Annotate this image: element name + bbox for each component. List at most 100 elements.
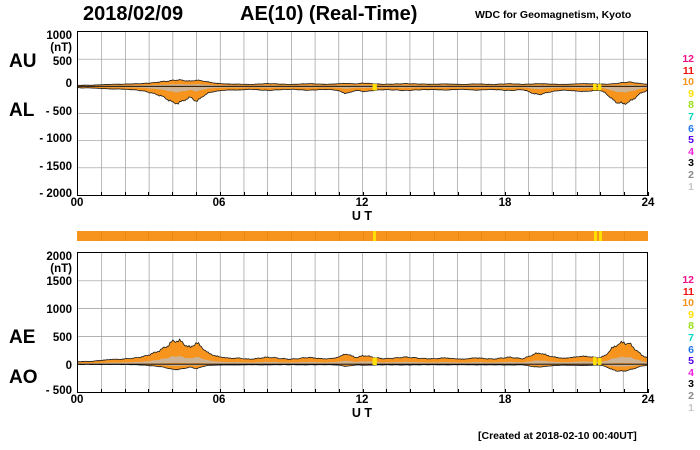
availability-gap-segment — [373, 231, 377, 241]
x-tick-top-1: 06 — [212, 197, 226, 209]
chart-panel-ae-ao — [77, 252, 648, 393]
reduced-station-marker — [372, 83, 377, 91]
legend-station-count-1: 1 — [688, 180, 694, 193]
x-tick-bot-2: 12 — [355, 394, 369, 406]
x-axis-tick — [291, 389, 293, 393]
x-axis-tick — [362, 389, 364, 393]
legend-station-count-9: 9 — [688, 308, 694, 321]
credit-label: WDC for Geomagnetism, Kyoto — [475, 9, 632, 21]
legend-station-count-8: 8 — [688, 99, 694, 112]
x-axis-tick — [529, 192, 531, 196]
x-axis-tick — [243, 389, 245, 393]
x-axis-tick — [386, 192, 388, 196]
x-axis-tick — [219, 192, 221, 196]
y-tick-top-2: 0 — [65, 78, 72, 90]
x-axis-tick — [267, 389, 269, 393]
availability-hour-tick — [267, 231, 269, 241]
x-axis-tick — [648, 389, 649, 393]
x-axis-tick — [505, 192, 507, 196]
x-axis-tick — [481, 192, 483, 196]
legend-station-count-3: 3 — [688, 157, 694, 170]
x-axis-tick — [457, 192, 459, 196]
x-axis-tick — [576, 192, 578, 196]
reduced-station-marker — [597, 84, 602, 91]
series-line-AE — [78, 338, 647, 363]
y-tick-bot-4: 0 — [65, 360, 72, 372]
availability-hour-tick — [100, 231, 102, 241]
availability-hour-tick — [552, 231, 554, 241]
availability-hour-tick — [433, 231, 435, 241]
x-axis-tick — [219, 389, 221, 393]
availability-hour-tick — [172, 231, 174, 241]
legend-station-count-7: 7 — [688, 332, 694, 344]
x-axis-tick — [386, 389, 388, 393]
x-axis-tick — [648, 192, 649, 196]
legend-station-count-5: 5 — [688, 355, 694, 368]
legend-station-count-2: 2 — [688, 169, 694, 181]
x-axis-tick — [100, 389, 102, 393]
x-axis-tick — [314, 389, 316, 393]
availability-hour-tick — [410, 231, 412, 241]
page-title-index: AE(10) (Real-Time) — [240, 3, 418, 25]
x-axis-tick — [552, 192, 554, 196]
x-axis-tick — [124, 192, 126, 196]
availability-hour-tick — [124, 231, 126, 241]
availability-hour-tick — [243, 231, 245, 241]
y-tick-bot-3: 500 — [52, 332, 72, 344]
created-timestamp: [Created at 2018-02-10 00:40UT] — [478, 430, 637, 442]
station-haze-lower — [78, 86, 647, 93]
availability-hour-tick — [386, 231, 388, 241]
y-tick-top-6: - 2000 — [39, 188, 72, 200]
legend-station-count-10: 10 — [682, 297, 694, 310]
availability-hour-tick — [529, 231, 531, 241]
ae-ao-plot-area — [78, 253, 647, 392]
x-axis-tick — [172, 389, 174, 393]
x-axis-tick — [600, 389, 602, 393]
legend-station-count-11: 11 — [682, 64, 694, 77]
legend-station-count-6: 6 — [688, 343, 694, 356]
legend-station-count-9: 9 — [688, 87, 694, 100]
y-tick-bot-2: 1000 — [46, 304, 72, 316]
legend-station-count-3: 3 — [688, 378, 694, 391]
x-axis-tick — [338, 389, 340, 393]
x-tick-bot-3: 18 — [498, 394, 512, 406]
availability-hour-tick — [362, 231, 364, 241]
legend-station-count-2: 2 — [688, 390, 694, 402]
axis-label-al: AL — [9, 100, 35, 121]
availability-hour-tick — [195, 231, 197, 241]
x-axis-tick — [291, 192, 293, 196]
availability-hour-tick — [314, 231, 316, 241]
x-axis-tick — [624, 192, 626, 196]
y-tick-top-0: 1000 — [46, 30, 72, 42]
x-axis-tick — [195, 389, 197, 393]
legend-station-count-4: 4 — [688, 145, 694, 158]
axis-label-au: AU — [9, 51, 37, 72]
x-tick-top-3: 18 — [498, 197, 512, 209]
x-axis-tick — [481, 389, 483, 393]
x-tick-top-4: 24 — [641, 197, 655, 209]
legend-station-count-11: 11 — [682, 285, 694, 298]
y-tick-bot-5: - 500 — [45, 385, 72, 397]
x-tick-bot-1: 06 — [212, 394, 226, 406]
x-axis-tick — [529, 389, 531, 393]
x-axis-tick — [410, 192, 412, 196]
axis-label-ao: AO — [9, 367, 38, 388]
x-axis-tick — [338, 192, 340, 196]
reduced-station-marker — [593, 357, 597, 366]
x-axis-tick — [124, 389, 126, 393]
x-axis-tick — [457, 389, 459, 393]
x-axis-tick — [148, 389, 150, 393]
availability-hour-tick — [481, 231, 483, 241]
availability-hour-tick — [505, 231, 507, 241]
x-tick-top-0: 00 — [70, 197, 84, 209]
x-axis-tick — [243, 192, 245, 196]
availability-gap-segment — [594, 231, 597, 241]
series-line-AL — [78, 87, 647, 106]
legend-station-count-4: 4 — [688, 366, 694, 379]
station-haze-upper — [78, 355, 647, 365]
y-unit-top: (nT) — [50, 42, 72, 54]
x-axis-tick — [172, 192, 174, 196]
reduced-station-marker — [597, 357, 602, 366]
station-haze-upper — [78, 83, 647, 87]
availability-hour-tick — [219, 231, 221, 241]
